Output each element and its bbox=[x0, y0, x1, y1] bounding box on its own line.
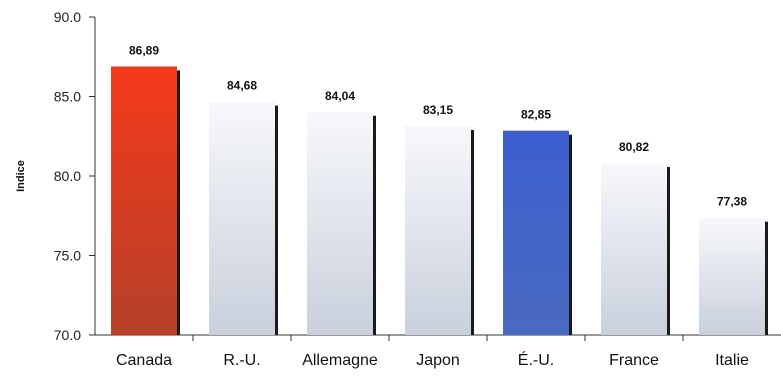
category-label-0: Canada bbox=[116, 352, 172, 369]
data-label-4: 82,85 bbox=[521, 108, 551, 122]
y-tick-label: 70.0 bbox=[54, 327, 81, 343]
category-label-3: Japon bbox=[416, 352, 460, 369]
bar-5 bbox=[601, 162, 667, 335]
category-label-6: Italie bbox=[715, 352, 749, 369]
bar-4 bbox=[503, 130, 569, 335]
data-label-3: 83,15 bbox=[423, 103, 453, 117]
bar-shadow-1 bbox=[275, 105, 278, 335]
y-tick-label: 90.0 bbox=[54, 9, 81, 25]
category-label-2: Allemagne bbox=[302, 352, 378, 369]
y-tick-label: 85.0 bbox=[54, 89, 81, 105]
category-label-5: France bbox=[609, 352, 659, 369]
bar-3 bbox=[405, 125, 471, 335]
bar-6 bbox=[699, 217, 765, 335]
bar-shadow-4 bbox=[569, 134, 572, 335]
category-label-4: É.-U. bbox=[518, 350, 554, 369]
data-label-2: 84,04 bbox=[325, 89, 355, 103]
data-label-5: 80,82 bbox=[619, 140, 649, 154]
bar-shadow-6 bbox=[765, 221, 768, 335]
bar-1 bbox=[209, 101, 275, 335]
bar-2 bbox=[307, 111, 373, 335]
bar-0 bbox=[111, 66, 177, 335]
y-axis-label: Indice bbox=[15, 160, 27, 192]
y-tick-label: 75.0 bbox=[54, 248, 81, 264]
category-label-1: R.-U. bbox=[223, 352, 260, 369]
y-tick-label: 80.0 bbox=[54, 168, 81, 184]
bar-shadow-2 bbox=[373, 115, 376, 335]
bar-shadow-5 bbox=[667, 166, 670, 335]
bar-shadow-3 bbox=[471, 129, 474, 335]
data-label-1: 84,68 bbox=[227, 79, 257, 93]
data-label-6: 77,38 bbox=[717, 195, 747, 209]
data-label-0: 86,89 bbox=[129, 43, 159, 57]
bar-shadow-0 bbox=[177, 70, 180, 335]
